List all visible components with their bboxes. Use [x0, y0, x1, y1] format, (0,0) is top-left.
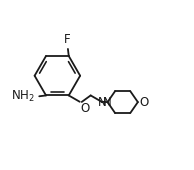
Text: O: O — [139, 96, 148, 109]
Text: F: F — [64, 33, 70, 46]
Text: N: N — [97, 96, 106, 109]
Text: O: O — [80, 102, 89, 115]
Text: NH$_2$: NH$_2$ — [11, 89, 35, 104]
Text: N: N — [103, 96, 112, 109]
